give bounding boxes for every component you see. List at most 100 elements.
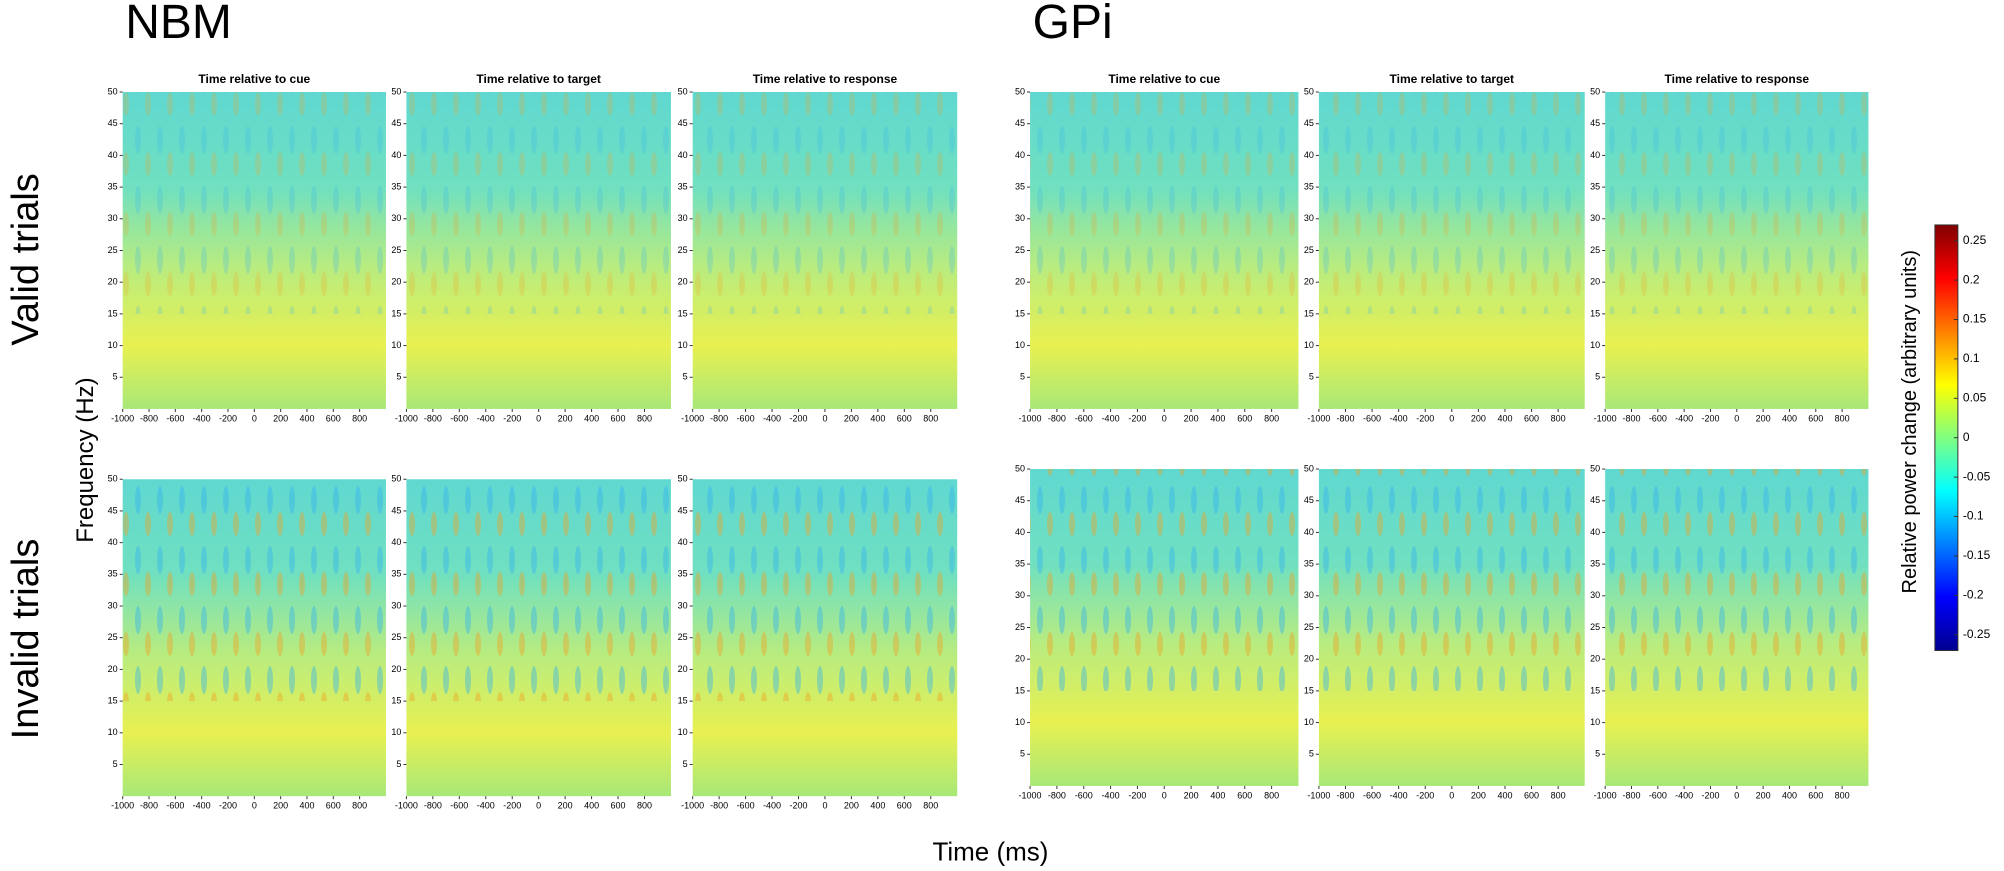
x-tick-label: -200 [1416, 413, 1434, 423]
x-tick-label: 200 [273, 801, 288, 811]
y-tick-label: 5 [396, 759, 401, 769]
x-tick-label: 400 [1782, 413, 1797, 423]
x-tick-label: 600 [1237, 413, 1252, 423]
x-tick-label: 200 [1756, 790, 1771, 800]
x-tick-label: -400 [763, 413, 781, 423]
x-tick-label: 0 [1449, 413, 1454, 423]
y-tick-label: 45 [108, 118, 118, 128]
x-tick-label: -1000 [1307, 413, 1330, 423]
y-tick-label: 45 [391, 118, 401, 128]
x-tick-label: -400 [1102, 413, 1120, 423]
x-tick-label: 600 [1808, 413, 1823, 423]
x-tick-label: 0 [822, 413, 827, 423]
x-tick-label: 800 [637, 413, 652, 423]
x-tick-label: 400 [1210, 413, 1225, 423]
y-tick-label: 10 [108, 727, 118, 737]
panel-title: Time relative to target [476, 72, 601, 86]
x-tick-label: -800 [424, 413, 442, 423]
x-tick-label: -400 [477, 413, 495, 423]
y-tick-label: 15 [1590, 685, 1600, 695]
panel-title: Time relative to response [1665, 72, 1810, 86]
y-tick-label: 10 [678, 340, 688, 350]
y-tick-label: 20 [1590, 654, 1600, 664]
y-tick-label: 40 [108, 150, 118, 160]
y-tick-label: 25 [391, 245, 401, 255]
y-tick-label: 40 [1590, 527, 1600, 537]
x-tick-label: 400 [1497, 790, 1512, 800]
y-tick-label: 20 [678, 664, 688, 674]
x-tick-label: -600 [166, 413, 184, 423]
y-tick-label: 20 [678, 277, 688, 287]
y-tick-label: 50 [1304, 86, 1314, 96]
x-tick-label: -1000 [1019, 413, 1042, 423]
x-tick-label: -800 [424, 801, 442, 811]
y-tick-label: 25 [108, 245, 118, 255]
y-tick-label: 15 [391, 308, 401, 318]
y-tick-label: 15 [678, 695, 688, 705]
row-label: Valid trials [5, 173, 47, 345]
panel-title: Time relative to response [753, 72, 898, 86]
y-tick-label: 30 [391, 213, 401, 223]
x-tick-label: -200 [1128, 413, 1146, 423]
y-tick-label: 40 [108, 537, 118, 547]
y-tick-label: 25 [1304, 245, 1314, 255]
x-tick-label: -200 [503, 801, 521, 811]
x-tick-label: 800 [352, 801, 367, 811]
y-tick-label: 15 [678, 308, 688, 318]
y-tick-label: 10 [678, 727, 688, 737]
y-tick-label: 5 [396, 372, 401, 382]
y-tick-label: 20 [1590, 277, 1600, 287]
y-tick-label: 30 [1590, 590, 1600, 600]
x-tick-label: 800 [1835, 790, 1850, 800]
y-tick-label: 50 [391, 474, 401, 484]
x-tick-label: -600 [1649, 413, 1667, 423]
x-tick-label: 200 [273, 413, 288, 423]
x-tick-label: 800 [1551, 413, 1566, 423]
y-tick-label: 20 [1015, 277, 1025, 287]
x-tick-label: 0 [822, 801, 827, 811]
x-tick-label: 800 [637, 801, 652, 811]
x-tick-label: 600 [326, 413, 341, 423]
heatmap-texture [406, 479, 671, 702]
x-tick-label: 200 [1756, 413, 1771, 423]
y-tick-label: 35 [108, 181, 118, 191]
y-tick-label: 15 [108, 695, 118, 705]
y-tick-label: 40 [1015, 527, 1025, 537]
panel-title: Time relative to cue [198, 72, 310, 86]
colorbar-tick-label: -0.05 [1963, 469, 1991, 483]
heatmap-texture [1605, 469, 1869, 691]
x-tick-label: 400 [584, 801, 599, 811]
x-tick-label: 200 [1184, 413, 1199, 423]
y-tick-label: 45 [108, 505, 118, 515]
x-tick-label: -600 [1363, 790, 1381, 800]
y-tick-label: 20 [1304, 277, 1314, 287]
x-tick-label: 200 [558, 413, 573, 423]
y-tick-label: 45 [1304, 118, 1314, 128]
x-tick-label: -200 [1701, 413, 1719, 423]
x-tick-label: 0 [1162, 790, 1167, 800]
group-title: NBM [125, 0, 232, 49]
colorbar-tick-label: -0.2 [1963, 588, 1984, 602]
y-tick-label: 15 [108, 308, 118, 318]
y-tick-label: 50 [678, 474, 688, 484]
x-tick-label: -200 [1416, 790, 1434, 800]
y-tick-label: 30 [391, 600, 401, 610]
group-title: GPi [1033, 0, 1113, 49]
colorbar-tick-label: -0.15 [1963, 548, 1991, 562]
y-tick-label: 30 [1304, 213, 1314, 223]
x-tick-label: -1000 [681, 801, 704, 811]
colorbar-tick-label: -0.1 [1963, 509, 1984, 523]
x-tick-label: -400 [1675, 413, 1693, 423]
y-tick-label: 15 [391, 695, 401, 705]
x-tick-label: 0 [1734, 790, 1739, 800]
x-tick-label: 200 [844, 801, 859, 811]
y-tick-label: 5 [683, 759, 688, 769]
x-tick-label: 600 [611, 413, 626, 423]
y-tick-label: 25 [1590, 245, 1600, 255]
y-tick-label: 10 [1590, 717, 1600, 727]
y-tick-label: 35 [678, 181, 688, 191]
x-tick-label: -800 [140, 413, 158, 423]
y-tick-label: 35 [1590, 181, 1600, 191]
x-tick-label: 0 [536, 413, 541, 423]
x-tick-label: 200 [1471, 790, 1486, 800]
